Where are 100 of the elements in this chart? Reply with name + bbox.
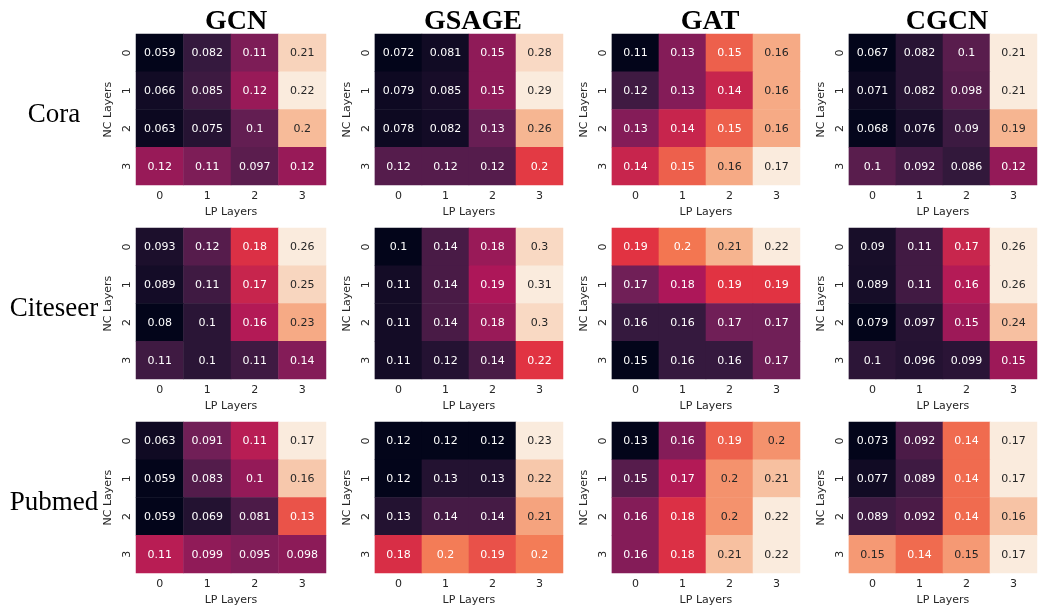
x-tick-label: 2 (488, 189, 496, 203)
y-tick-label: 1 (120, 475, 133, 483)
data-label: 0.1 (198, 353, 216, 367)
data-label: 0.19 (764, 278, 789, 292)
y-tick-label: 0 (358, 49, 372, 57)
data-label: 0.15 (623, 472, 648, 486)
data-label: 0.14 (717, 84, 742, 98)
data-label: 0.13 (480, 121, 505, 135)
data-label: 0.093 (144, 240, 176, 254)
data-label: 0.091 (191, 434, 223, 448)
data-label: 0.12 (386, 472, 411, 486)
x-tick-label: 3 (298, 189, 306, 203)
data-label: 0.067 (856, 46, 889, 60)
data-label: 0.1 (246, 472, 264, 486)
x-tick-label: 0 (631, 189, 639, 203)
data-label: 0.15 (480, 84, 505, 98)
data-label: 0.17 (954, 240, 979, 254)
data-label: 0.12 (433, 159, 458, 173)
x-axis-title: LP Layers (204, 205, 258, 218)
data-label: 0.059 (144, 472, 176, 486)
y-tick-label: 0 (358, 437, 372, 445)
data-label: 0.19 (480, 278, 505, 292)
data-label: 0.22 (764, 509, 789, 523)
data-label: 0.18 (670, 547, 695, 561)
data-label: 0.12 (623, 84, 648, 98)
x-tick-label: 0 (868, 577, 876, 591)
data-label: 0.11 (242, 353, 267, 367)
data-label: 0.15 (480, 46, 505, 60)
x-tick-label: 3 (772, 383, 780, 397)
data-label: 0.16 (623, 509, 648, 523)
x-tick-label: 2 (251, 383, 259, 397)
data-label: 0.082 (191, 46, 223, 60)
data-label: 0.2 (720, 509, 739, 523)
data-label: 0.14 (433, 315, 458, 329)
x-tick-label: 1 (203, 383, 211, 397)
data-label: 0.069 (191, 509, 223, 523)
x-axis-title: LP Layers (442, 593, 496, 606)
data-label: 0.18 (480, 240, 505, 254)
data-label: 0.089 (856, 278, 889, 292)
data-label: 0.13 (290, 509, 315, 523)
data-label: 0.28 (527, 46, 552, 60)
y-tick-label: 2 (832, 512, 846, 520)
data-label: 0.09 (860, 240, 885, 254)
data-label: 0.24 (1001, 315, 1026, 329)
data-label: 0.095 (239, 547, 271, 561)
x-tick-label: 3 (772, 577, 780, 591)
y-tick-label: 3 (120, 356, 133, 364)
data-label: 0.13 (386, 509, 411, 523)
y-tick-label: 0 (120, 437, 133, 445)
data-label: 0.11 (386, 353, 411, 367)
data-label: 0.099 (191, 547, 223, 561)
y-tick-label: 1 (358, 87, 372, 95)
data-label: 0.059 (144, 46, 176, 60)
data-label: 0.18 (480, 315, 505, 329)
y-tick-label: 2 (120, 318, 133, 326)
y-tick-label: 0 (595, 437, 609, 445)
y-tick-label: 3 (358, 162, 372, 170)
data-label: 0.15 (954, 547, 979, 561)
x-tick-label: 1 (441, 189, 449, 203)
y-tick-label: 3 (595, 550, 609, 558)
data-label: 0.14 (433, 278, 458, 292)
data-label: 0.18 (670, 509, 695, 523)
x-tick-label: 1 (203, 189, 211, 203)
data-label: 0.078 (382, 121, 415, 135)
data-label: 0.2 (767, 434, 786, 448)
x-axis-title: LP Layers (916, 399, 970, 412)
data-label: 0.22 (764, 547, 789, 561)
y-axis-title: NC Layers (340, 469, 353, 526)
data-label: 0.059 (144, 509, 176, 523)
data-label: 0.063 (144, 121, 176, 135)
data-label: 0.11 (907, 240, 932, 254)
y-tick-label: 3 (595, 356, 609, 364)
data-label: 0.22 (527, 472, 552, 486)
data-label: 0.17 (764, 159, 789, 173)
y-tick-label: 3 (832, 356, 846, 364)
y-tick-label: 3 (832, 550, 846, 558)
data-label: 0.079 (382, 84, 415, 98)
data-label: 0.1 (246, 121, 264, 135)
data-label: 0.077 (856, 472, 889, 486)
y-tick-label: 3 (358, 550, 372, 558)
data-label: 0.15 (954, 315, 979, 329)
y-tick-label: 0 (120, 49, 133, 57)
x-axis-title: LP Layers (204, 399, 258, 412)
data-label: 0.14 (623, 159, 648, 173)
data-label: 0.099 (950, 353, 983, 367)
y-tick-label: 1 (832, 281, 846, 289)
data-label: 0.18 (242, 240, 267, 254)
x-axis-title: LP Layers (679, 399, 733, 412)
data-label: 0.092 (903, 509, 936, 523)
data-label: 0.11 (623, 46, 648, 60)
y-tick-label: 2 (358, 318, 372, 326)
chart-title: GAT (680, 3, 740, 35)
y-tick-label: 3 (595, 162, 609, 170)
y-axis-title: NC Layers (101, 469, 115, 526)
data-label: 0.11 (242, 46, 267, 60)
data-label: 0.16 (764, 121, 789, 135)
data-label: 0.19 (717, 434, 742, 448)
y-axis-title: NC Layers (577, 81, 590, 138)
data-label: 0.14 (480, 509, 505, 523)
chart-title: GSAGE (423, 3, 523, 35)
